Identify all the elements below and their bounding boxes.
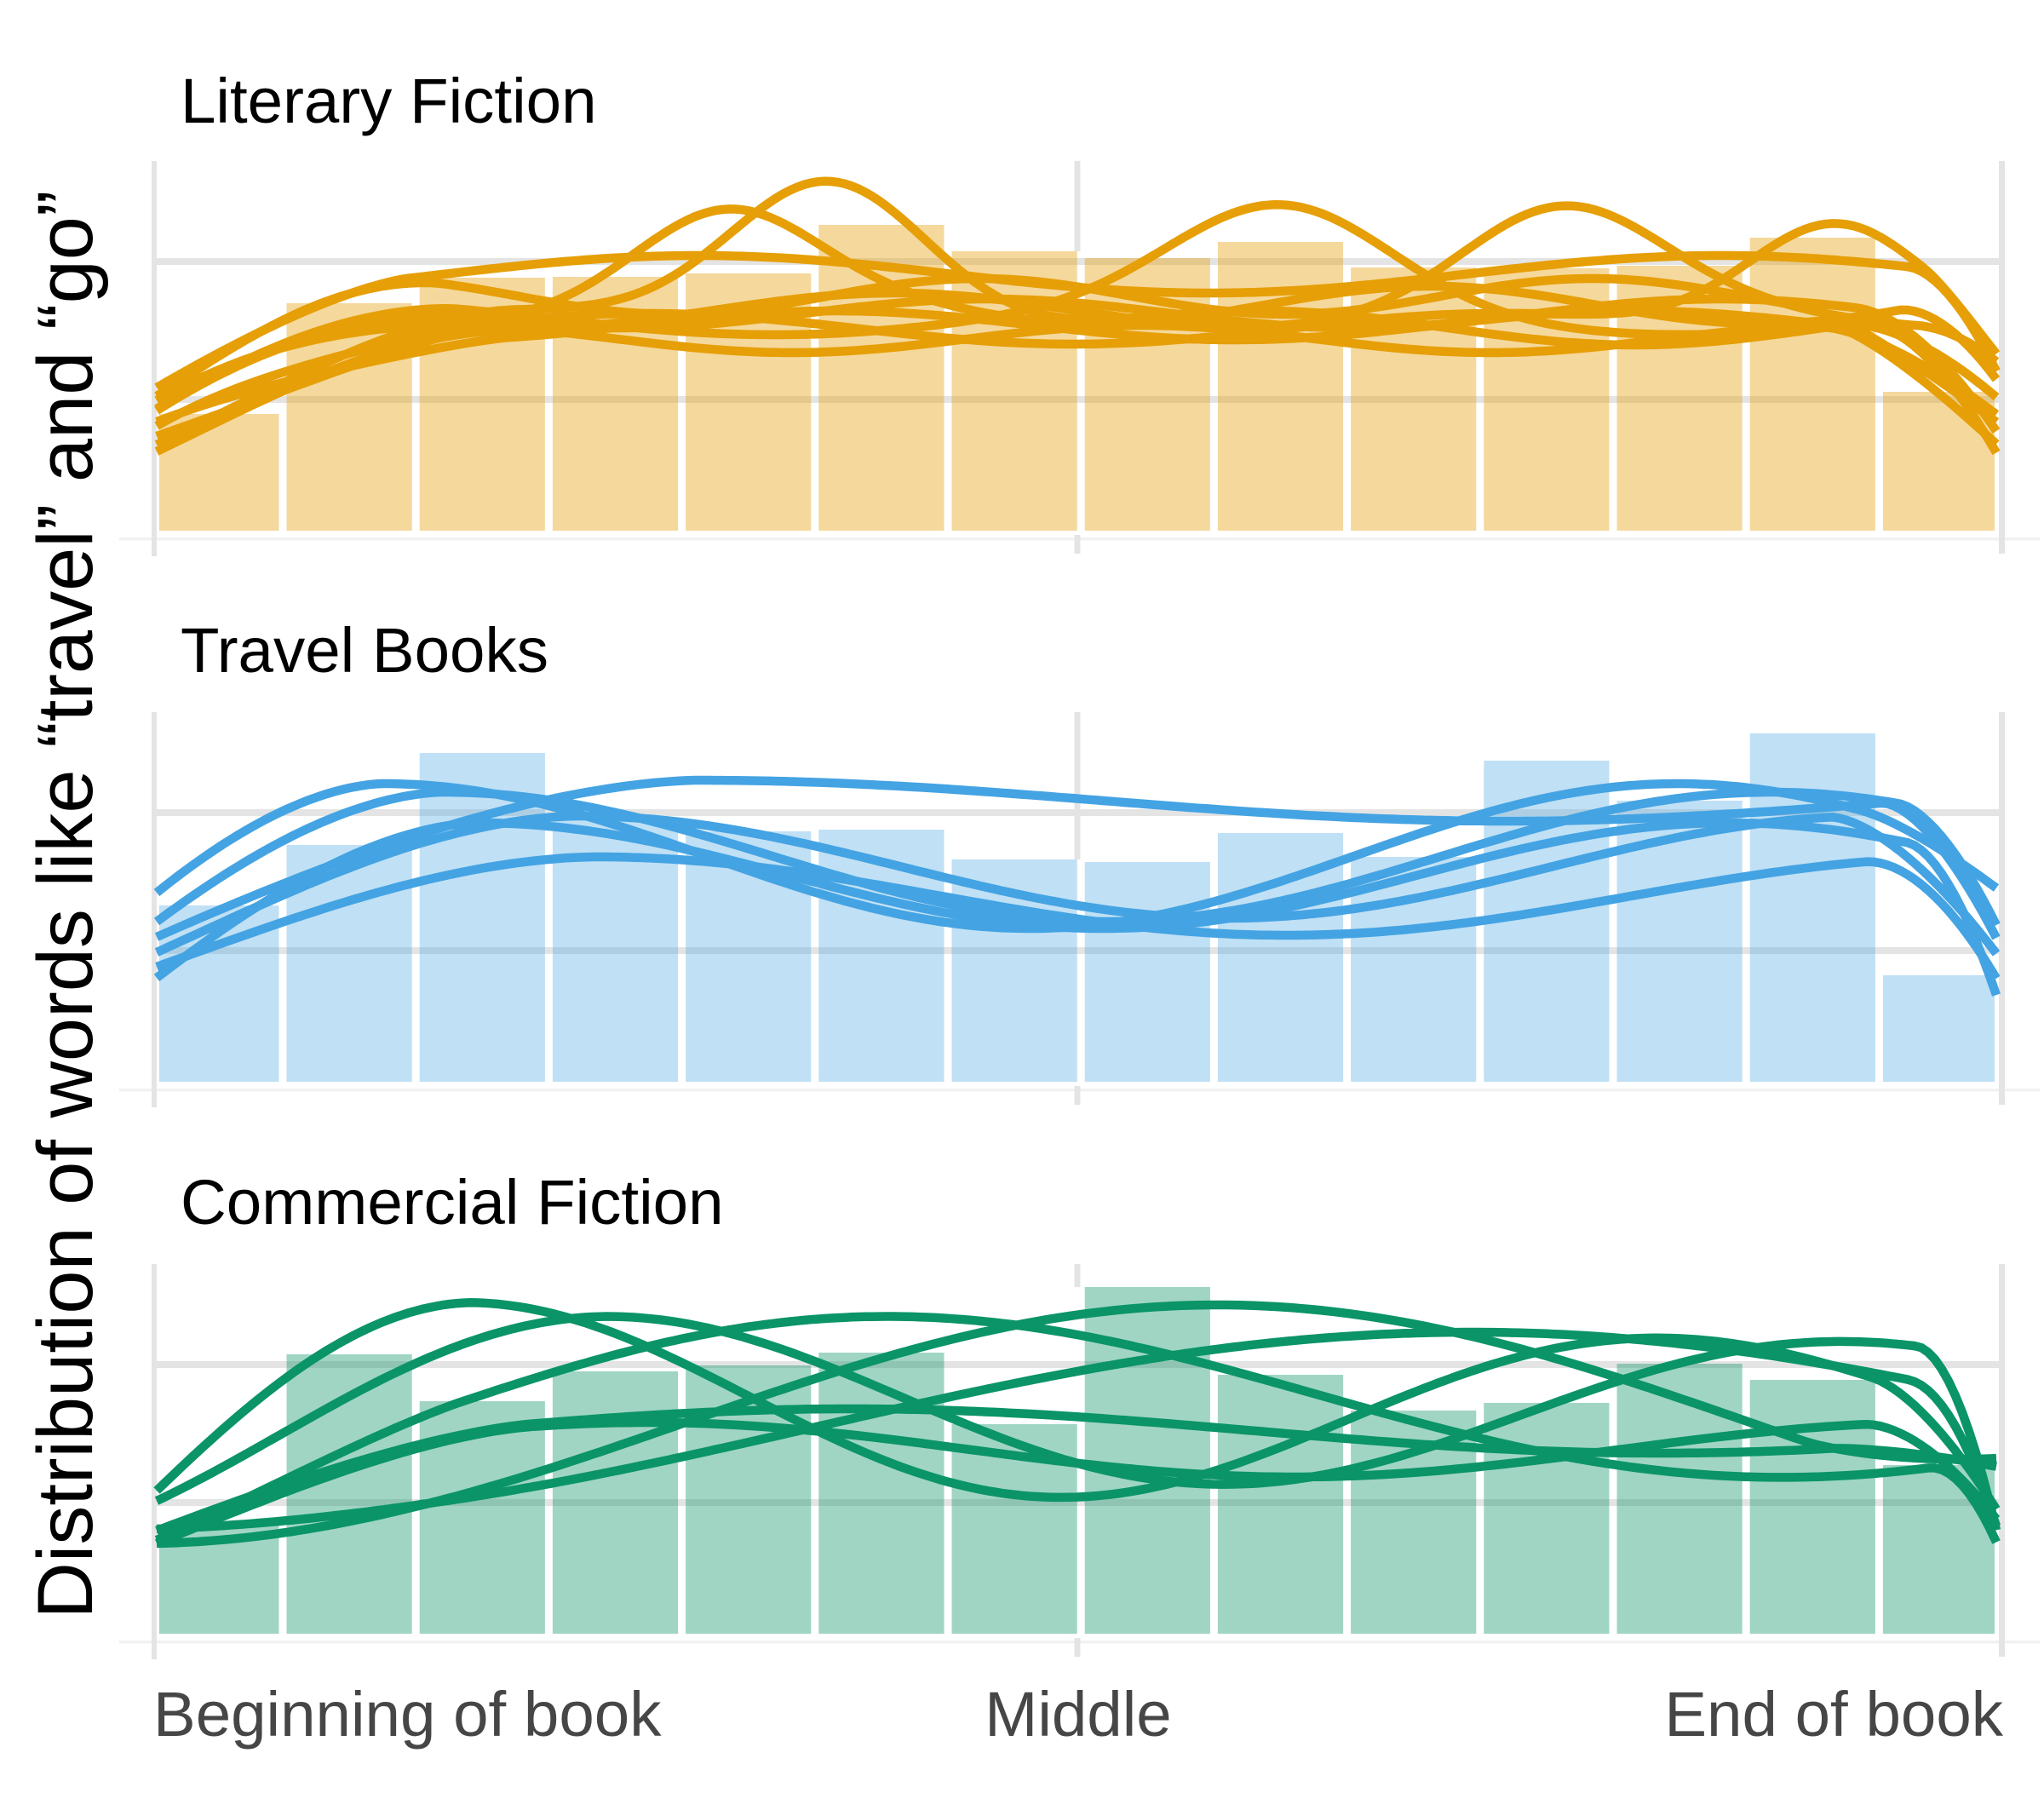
svg-text:Middle: Middle: [985, 1679, 1171, 1750]
svg-text:Commercial Fiction: Commercial Fiction: [181, 1167, 724, 1238]
svg-text:Beginning of book: Beginning of book: [153, 1679, 662, 1750]
svg-text:End of book: End of book: [1664, 1679, 2003, 1750]
svg-text:Literary Fiction: Literary Fiction: [181, 66, 597, 136]
svg-text:Distribution of words like “tr: Distribution of words like “travel” and …: [22, 190, 109, 1618]
svg-text:Travel Books: Travel Books: [181, 615, 548, 686]
